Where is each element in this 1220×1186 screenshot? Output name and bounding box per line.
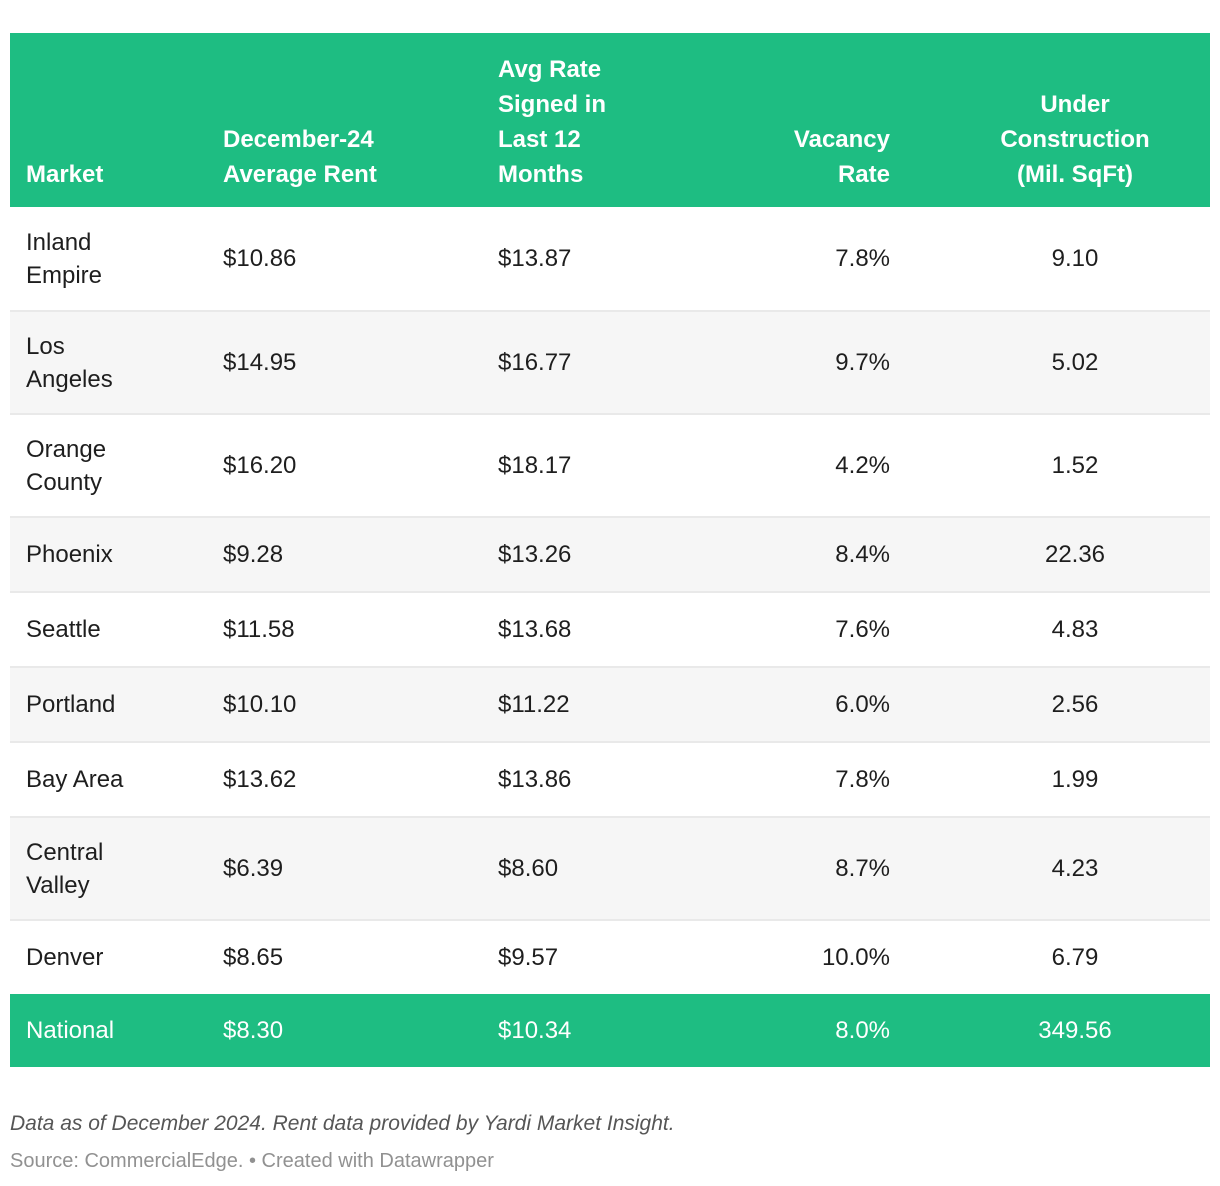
cell-market: Orange County xyxy=(26,435,107,496)
market-data-table: Market December-24 Average Rent Avg Rate… xyxy=(10,33,1210,1067)
column-header-vacancy-rate: Vacancy Rate xyxy=(793,126,890,188)
cell-avg-rate-signed: $16.77 xyxy=(498,349,572,376)
cell-average-rent: $16.20 xyxy=(223,452,297,479)
table-row-seattle: Seattle $11.58 $13.68 7.6% 4.83 xyxy=(10,591,1210,666)
column-header-avg-rate-signed: Avg Rate Signed in Last 12 Months xyxy=(498,56,606,188)
cell-market: Phoenix xyxy=(26,541,113,568)
cell-market: Portland xyxy=(26,691,116,718)
cell-average-rent: $8.30 xyxy=(223,1017,284,1044)
cell-vacancy-rate: 7.8% xyxy=(835,766,890,793)
cell-market: Central Valley xyxy=(26,838,104,899)
cell-vacancy-rate: 7.8% xyxy=(835,245,890,272)
cell-vacancy-rate: 8.4% xyxy=(835,541,890,568)
cell-market: National xyxy=(26,1017,115,1044)
table-row-national-total: National $8.30 $10.34 8.0% 349.56 xyxy=(10,994,1210,1067)
cell-avg-rate-signed: $13.26 xyxy=(498,541,572,568)
cell-market: Seattle xyxy=(26,616,101,643)
cell-average-rent: $9.28 xyxy=(223,541,284,568)
column-header-average-rent: December-24 Average Rent xyxy=(223,126,377,188)
column-header-market: Market xyxy=(26,161,104,188)
cell-avg-rate-signed: $13.68 xyxy=(498,616,572,643)
table-row-central-valley: Central Valley $6.39 $8.60 8.7% 4.23 xyxy=(10,816,1210,919)
cell-market: Bay Area xyxy=(26,766,124,793)
table-row-bay-area: Bay Area $13.62 $13.86 7.8% 1.99 xyxy=(10,741,1210,816)
cell-under-construction: 349.56 xyxy=(1038,1017,1112,1044)
cell-vacancy-rate: 8.0% xyxy=(835,1017,890,1044)
table-row-los-angeles: Los Angeles $14.95 $16.77 9.7% 5.02 xyxy=(10,310,1210,413)
table-row-denver: Denver $8.65 $9.57 10.0% 6.79 xyxy=(10,919,1210,994)
source-line: Source: CommercialEdge. • Created with D… xyxy=(10,1150,494,1172)
cell-under-construction: 4.23 xyxy=(1051,855,1099,882)
table-row-portland: Portland $10.10 $11.22 6.0% 2.56 xyxy=(10,666,1210,741)
cell-vacancy-rate: 4.2% xyxy=(835,452,890,479)
cell-average-rent: $8.65 xyxy=(223,944,284,971)
cell-average-rent: $10.10 xyxy=(223,691,297,718)
cell-market: Los Angeles xyxy=(26,332,113,393)
cell-under-construction: 9.10 xyxy=(1051,245,1099,272)
cell-vacancy-rate: 10.0% xyxy=(821,944,890,971)
footnote: Data as of December 2024. Rent data prov… xyxy=(10,1112,675,1135)
cell-under-construction: 2.56 xyxy=(1051,691,1099,718)
cell-avg-rate-signed: $18.17 xyxy=(498,452,572,479)
cell-market: Denver xyxy=(26,944,104,971)
cell-under-construction: 4.83 xyxy=(1051,616,1099,643)
cell-avg-rate-signed: $8.60 xyxy=(498,855,559,882)
cell-average-rent: $13.62 xyxy=(223,766,297,793)
cell-avg-rate-signed: $13.87 xyxy=(498,245,572,272)
table-row-orange-county: Orange County $16.20 $18.17 4.2% 1.52 xyxy=(10,413,1210,516)
cell-under-construction: 5.02 xyxy=(1051,349,1099,376)
cell-market: Inland Empire xyxy=(26,228,103,289)
cell-vacancy-rate: 7.6% xyxy=(835,616,890,643)
cell-vacancy-rate: 6.0% xyxy=(835,691,890,718)
cell-average-rent: $6.39 xyxy=(223,855,284,882)
cell-average-rent: $11.58 xyxy=(223,616,295,643)
cell-under-construction: 22.36 xyxy=(1044,541,1106,568)
cell-avg-rate-signed: $13.86 xyxy=(498,766,572,793)
cell-avg-rate-signed: $9.57 xyxy=(498,944,559,971)
table-row-inland-empire: Inland Empire $10.86 $13.87 7.8% 9.10 xyxy=(10,207,1210,310)
cell-under-construction: 1.52 xyxy=(1051,452,1099,479)
cell-vacancy-rate: 9.7% xyxy=(835,349,890,376)
column-header-under-construction: Under Construction (Mil. SqFt) xyxy=(1000,91,1150,188)
table-header-row: Market December-24 Average Rent Avg Rate… xyxy=(10,33,1210,207)
cell-average-rent: $10.86 xyxy=(223,245,297,272)
cell-avg-rate-signed: $11.22 xyxy=(498,691,570,718)
cell-under-construction: 1.99 xyxy=(1051,766,1099,793)
cell-under-construction: 6.79 xyxy=(1051,944,1099,971)
cell-vacancy-rate: 8.7% xyxy=(835,855,890,882)
cell-avg-rate-signed: $10.34 xyxy=(498,1017,572,1044)
table-row-phoenix: Phoenix $9.28 $13.26 8.4% 22.36 xyxy=(10,516,1210,591)
cell-average-rent: $14.95 xyxy=(223,349,297,376)
